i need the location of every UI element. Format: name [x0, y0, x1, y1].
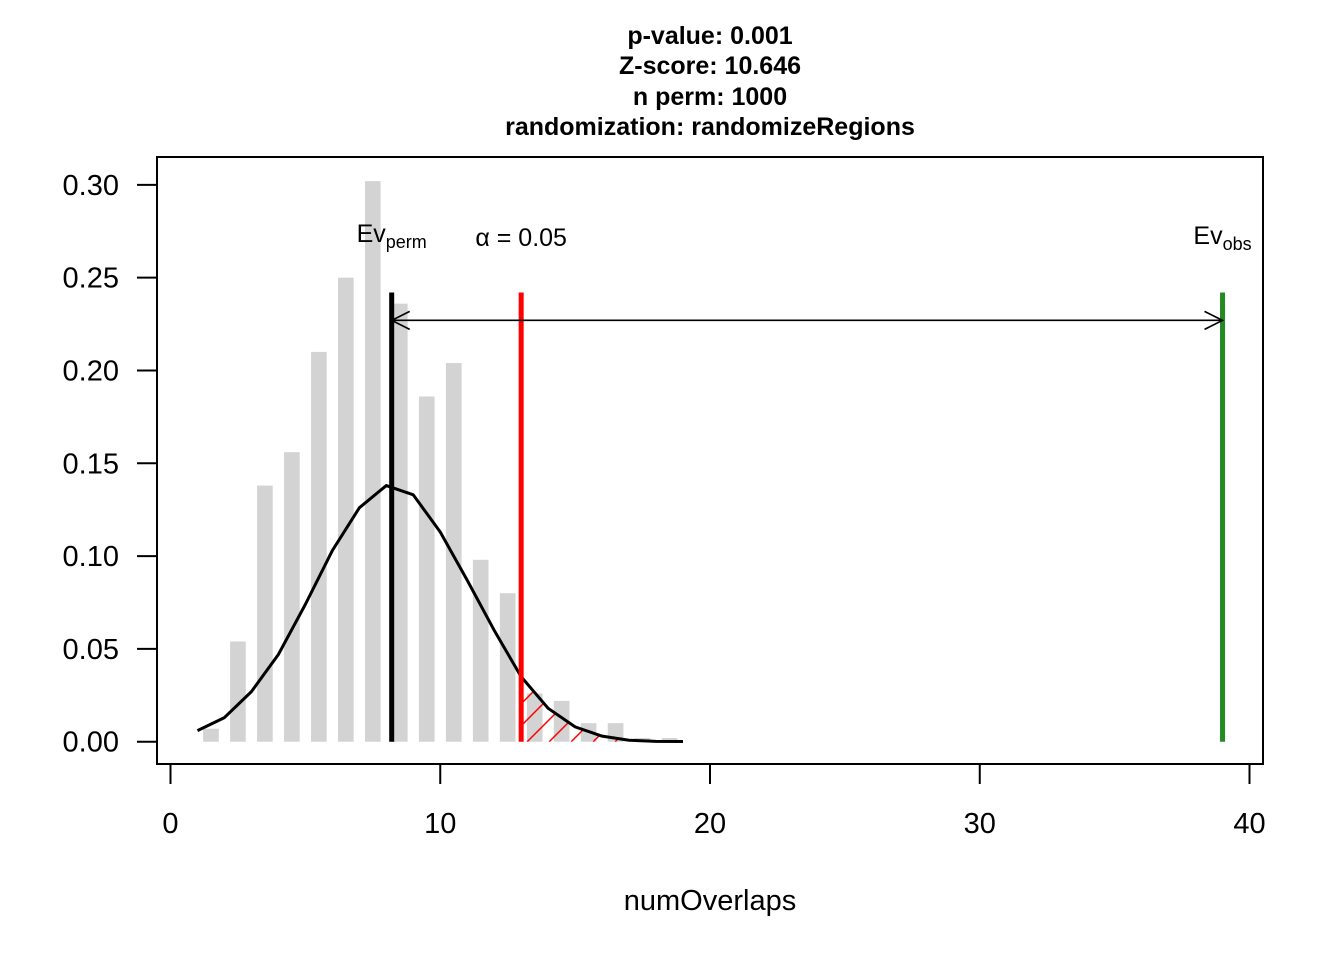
- histogram-bar-1: [230, 641, 246, 742]
- hatch-stroke-9: [658, 676, 684, 742]
- histogram-bar-13: [553, 700, 570, 742]
- histogram-bar-6: [364, 181, 381, 742]
- chart-title: p-value: 0.001 Z-score: 10.646 n perm: 1…: [505, 22, 915, 141]
- hatch-stroke-12: [725, 667, 799, 741]
- distance-arrow-head-right: [1204, 310, 1225, 331]
- histogram-bars: [203, 181, 678, 742]
- x-axis: 0 10 20 30 40: [162, 763, 1266, 840]
- ev-obs-label: Evobs: [1193, 222, 1251, 254]
- y-tick-label-1: 0.05: [63, 634, 119, 666]
- histogram-bar-2: [257, 485, 273, 742]
- x-tick-label-3: 30: [964, 808, 996, 840]
- y-tick-label-6: 0.30: [63, 170, 119, 202]
- histogram-bar-0: [203, 728, 219, 742]
- y-tick-label-3: 0.15: [63, 448, 119, 480]
- y-tick-label-2: 0.10: [63, 541, 119, 573]
- ev-perm-label: Evperm: [357, 220, 427, 252]
- hatch-stroke-11: [703, 667, 777, 741]
- title-line-pvalue: p-value: 0.001: [627, 22, 792, 50]
- distance-arrow-head-left: [389, 310, 411, 331]
- histogram-bar-5: [338, 277, 354, 742]
- histogram-bar-11: [499, 593, 516, 742]
- alpha-label: α = 0.05: [475, 224, 567, 252]
- histogram-bar-4: [311, 351, 327, 742]
- histogram-bar-8: [418, 396, 435, 742]
- histogram-bar-10: [472, 559, 489, 742]
- reference-lines: [389, 292, 1226, 742]
- histogram-bar-7: [391, 303, 408, 742]
- title-line-nperm: n perm: 1000: [633, 83, 787, 111]
- hatch-stroke-6: [592, 676, 668, 742]
- x-tick-label-1: 10: [424, 808, 456, 840]
- line-annotations: Evperm α = 0.05 Evobs: [357, 220, 1252, 254]
- distance-arrow-group: [389, 310, 1225, 331]
- x-tick-label-4: 40: [1233, 808, 1265, 840]
- hatch-stroke-7: [614, 676, 684, 742]
- x-axis-label: numOverlaps: [624, 885, 796, 917]
- histogram-bar-3: [284, 452, 300, 742]
- hatch-stroke-8: [636, 676, 684, 742]
- histogram-bar-9: [445, 363, 462, 742]
- density-curve: [196, 484, 684, 744]
- x-tick-label-0: 0: [162, 808, 178, 840]
- x-tick-label-2: 20: [694, 808, 726, 840]
- y-tick-label-5: 0.25: [63, 263, 119, 295]
- histogram-bar-17: [661, 738, 678, 742]
- y-tick-label-0: 0.00: [63, 727, 119, 759]
- y-axis: 0.00 0.05 0.10 0.15 0.20 0.25 0.30: [63, 170, 158, 759]
- title-line-zscore: Z-score: 10.646: [619, 52, 801, 80]
- y-tick-label-4: 0.20: [63, 355, 119, 387]
- title-line-randomization: randomization: randomizeRegions: [505, 113, 915, 141]
- density-curve-group: [196, 484, 684, 744]
- hatch-stroke-10: [680, 676, 684, 742]
